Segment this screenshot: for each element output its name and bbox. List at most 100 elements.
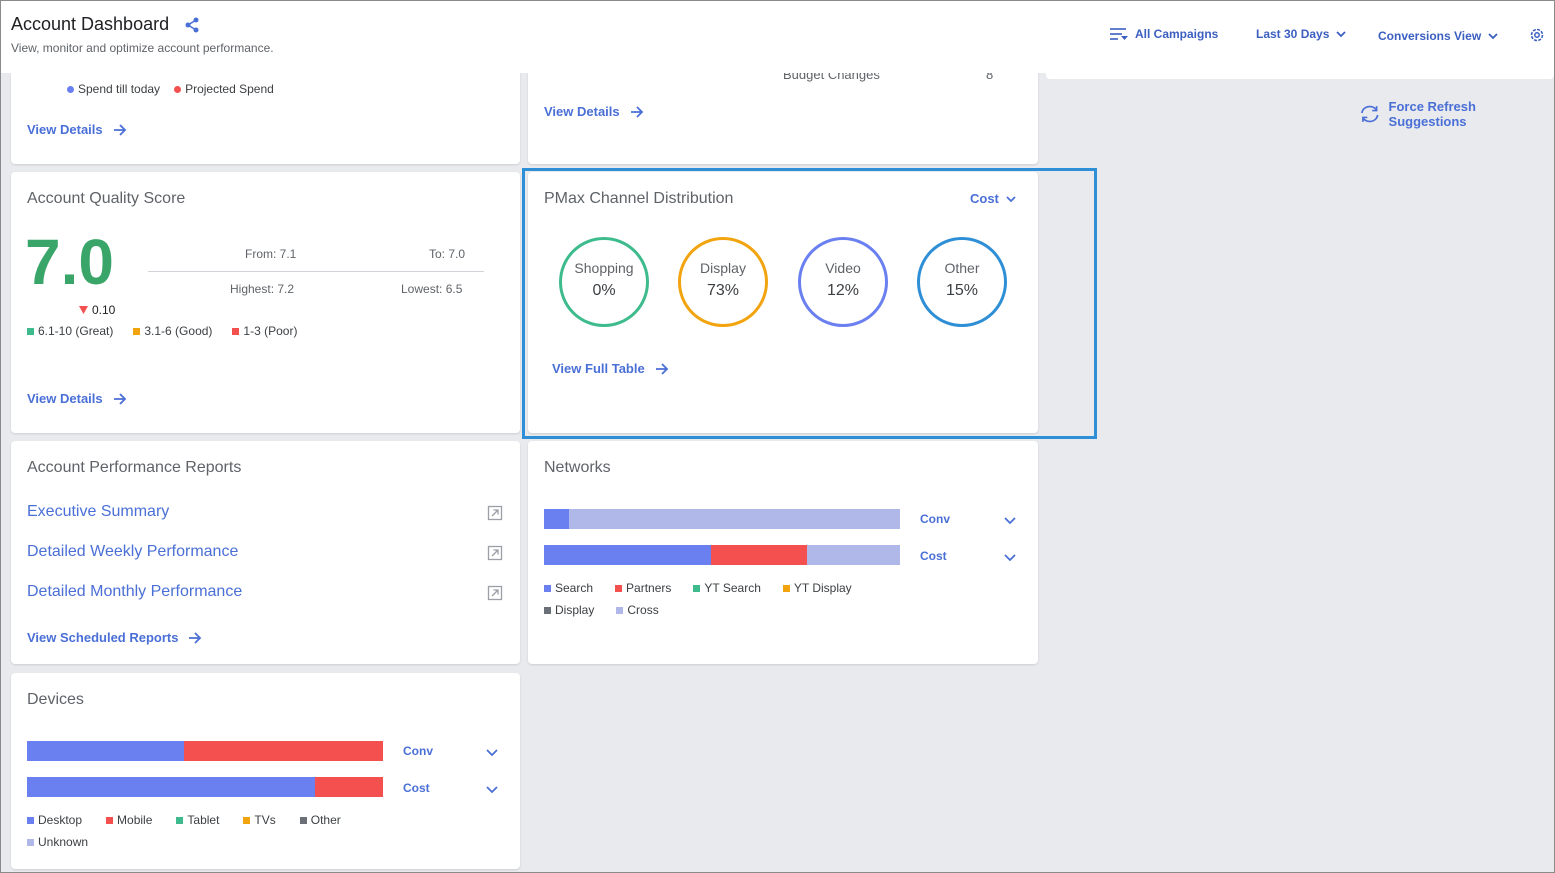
quality-score-card: Account Quality Score 7.0 0.10 From: 7.1…: [11, 172, 520, 433]
networks-card: Networks Conv Cost Search Partners YT Se…: [528, 441, 1038, 664]
budget-changes-value: 8: [986, 67, 994, 82]
link-label: View Details: [27, 391, 103, 406]
view-label: Conversions View: [1378, 29, 1482, 43]
campaign-filter[interactable]: All Campaigns: [1109, 27, 1218, 41]
pmax-distribution-card: PMax Channel Distribution Cost Shopping …: [528, 172, 1038, 433]
channel-circle-display: Display 73%: [678, 237, 768, 327]
bar-segment: [711, 545, 808, 565]
legend-item: Search: [544, 581, 593, 595]
view-full-table-link[interactable]: View Full Table: [552, 361, 669, 376]
chevron-down-icon[interactable]: [485, 782, 499, 796]
legend-swatch: [544, 584, 551, 592]
legend-swatch: [232, 327, 240, 335]
legend-label: Other: [310, 813, 341, 827]
channel-label: Display: [700, 260, 746, 276]
bar-segment: [27, 741, 184, 761]
metric-label: Cost: [970, 191, 999, 206]
legend-item: Spend till today: [67, 82, 160, 96]
channel-circle-shopping: Shopping 0%: [559, 237, 649, 327]
legend-item: 6.1-10 (Great): [27, 324, 113, 338]
legend-item: 1-3 (Poor): [232, 324, 297, 338]
devices-conv-bar: [27, 741, 383, 761]
spend-view-details-link[interactable]: View Details: [27, 122, 127, 137]
legend-label: Desktop: [38, 813, 83, 827]
view-dropdown[interactable]: Conversions View: [1378, 29, 1499, 43]
networks-conv-label: Conv: [920, 512, 950, 526]
legend-swatch: [615, 584, 623, 592]
chevron-down-icon: [1336, 31, 1347, 38]
force-refresh-label: Force Refresh Suggestions: [1388, 99, 1476, 129]
legend-swatch: [782, 584, 790, 592]
legend-label: Tablet: [187, 813, 220, 827]
open-external-icon[interactable]: [487, 585, 503, 601]
channel-label: Shopping: [574, 260, 634, 276]
legend-item: TVs: [243, 813, 276, 827]
report-executive-summary[interactable]: Executive Summary: [27, 503, 170, 520]
legend-swatch: [27, 327, 34, 335]
devices-card: Devices Conv Cost Desktop Mobile Tablet …: [11, 673, 520, 869]
channel-value: 73%: [706, 282, 740, 299]
report-weekly-performance[interactable]: Detailed Weekly Performance: [27, 543, 239, 560]
chevron-down-icon[interactable]: [1003, 513, 1017, 527]
open-external-icon[interactable]: [487, 505, 503, 521]
networks-cost-bar: [544, 545, 900, 565]
report-monthly-performance[interactable]: Detailed Monthly Performance: [27, 583, 243, 600]
quality-score-value: 7.0: [25, 226, 114, 298]
card-title: Devices: [27, 691, 84, 708]
settings-gear-icon[interactable]: [1529, 27, 1545, 43]
legend-item: YT Display: [782, 581, 852, 595]
link-label: View Full Table: [552, 361, 645, 376]
quality-legend: 6.1-10 (Great) 3.1-6 (Good) 1-3 (Poor): [27, 324, 297, 338]
channel-value: 12%: [826, 282, 860, 299]
score-highest: Highest: 7.2: [230, 282, 295, 296]
chevron-down-icon[interactable]: [485, 745, 499, 759]
share-icon[interactable]: [183, 16, 201, 34]
legend-label: 6.1-10 (Great): [38, 324, 114, 338]
channel-value: 15%: [945, 282, 979, 299]
legend-item: Projected Spend: [174, 82, 274, 96]
networks-legend: Search Partners YT Search YT Display Dis…: [544, 581, 884, 617]
score-from: From: 7.1: [245, 247, 297, 261]
legend-label: Unknown: [38, 835, 89, 849]
legend-label: 1-3 (Poor): [243, 324, 298, 338]
legend-label: Partners: [626, 581, 672, 595]
channel-value: 0%: [592, 282, 616, 299]
legend-swatch: [693, 584, 701, 592]
link-label: View Details: [27, 122, 103, 137]
channel-label: Other: [944, 260, 980, 276]
budget-view-details-link[interactable]: View Details: [544, 104, 644, 119]
bar-segment: [183, 741, 383, 761]
channel-circle-video: Video 12%: [798, 237, 888, 327]
legend-swatch: [299, 816, 307, 824]
legend-item: Other: [299, 813, 341, 827]
chevron-down-icon[interactable]: [1003, 550, 1017, 564]
spend-card: Spend till today Projected Spend View De…: [11, 61, 520, 164]
legend-swatch: [106, 816, 114, 824]
quality-view-details-link[interactable]: View Details: [27, 391, 127, 406]
arrow-right-icon: [189, 631, 202, 644]
legend-swatch: [27, 838, 34, 846]
triangle-down-icon: [79, 306, 88, 314]
open-external-icon[interactable]: [487, 545, 503, 561]
devices-cost-label: Cost: [403, 781, 430, 795]
devices-legend: Desktop Mobile Tablet TVs Other Unknown: [27, 813, 367, 849]
view-scheduled-reports-link[interactable]: View Scheduled Reports: [27, 630, 202, 645]
page-header: Account Dashboard View, monitor and opti…: [1, 1, 1554, 73]
bar-segment: [807, 545, 900, 565]
legend-label: Cross: [627, 603, 659, 617]
legend-label: Spend till today: [78, 82, 161, 96]
link-label: View Details: [544, 104, 620, 119]
divider: [148, 271, 484, 272]
channel-circle-other: Other 15%: [917, 237, 1007, 327]
force-refresh-button[interactable]: Force Refresh Suggestions: [1359, 99, 1554, 129]
devices-cost-bar: [27, 777, 383, 797]
networks-cost-label: Cost: [920, 549, 947, 563]
date-range-dropdown[interactable]: Last 30 Days: [1256, 27, 1347, 41]
score-lowest: Lowest: 6.5: [401, 282, 463, 296]
legend-item: 3.1-6 (Good): [133, 324, 212, 338]
refresh-icon: [1361, 105, 1379, 123]
pmax-metric-dropdown[interactable]: Cost: [970, 191, 1017, 206]
arrow-right-icon: [655, 362, 668, 375]
legend-item: Desktop: [27, 813, 82, 827]
card-title: PMax Channel Distribution: [544, 190, 734, 207]
